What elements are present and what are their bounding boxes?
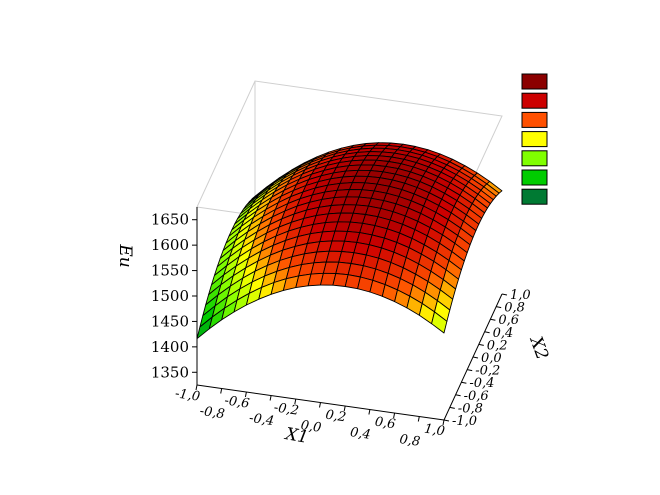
x1-tick-label: 0,0 — [300, 418, 323, 436]
x2-tick-label: 0,8 — [504, 301, 525, 316]
x2-tick-label: 0,2 — [487, 338, 508, 353]
z-axis-title: Eu — [115, 243, 135, 267]
x1-tick-mark — [442, 419, 445, 426]
z-tick-label: 1350 — [151, 363, 189, 381]
x2-tick-label: 0,4 — [493, 326, 514, 341]
x1-tick-mark — [269, 395, 272, 401]
x2-axis-title: X2 — [525, 332, 552, 362]
x2-tick-label: -1,0 — [452, 414, 477, 429]
x1-tick-label: -0,4 — [248, 411, 275, 429]
x1-tick-label: -0,8 — [199, 404, 226, 422]
x1-tick-mark — [343, 405, 346, 412]
legend-swatch — [521, 111, 548, 128]
x2-tick-mark — [478, 343, 484, 346]
x2-tick-mark — [455, 394, 461, 397]
x2-tick-mark — [484, 331, 490, 334]
x2-tick-mark — [467, 369, 473, 372]
x1-tick-mark — [294, 398, 297, 405]
legend-swatch — [521, 92, 548, 109]
x1-tick-mark — [220, 388, 223, 394]
x1-tick-label: -0,2 — [273, 400, 300, 418]
x2-tick-mark — [461, 381, 467, 384]
x2-tick-label: 0,6 — [498, 313, 519, 328]
x2-tick-label: 1,0 — [510, 288, 531, 303]
x1-tick-label: 0,6 — [374, 415, 397, 433]
z-tick-label: 1500 — [151, 287, 189, 305]
x1-tick-label: -0,6 — [223, 393, 250, 411]
surface-patch — [431, 311, 448, 334]
x2-tick-label: -0,8 — [458, 401, 483, 416]
x1-tick-label: 0,2 — [324, 408, 347, 426]
x1-tick-mark — [195, 384, 198, 391]
legend-swatch — [521, 131, 548, 148]
x1-tick-mark — [244, 391, 247, 398]
x1-tick-label: -1,0 — [174, 386, 201, 404]
x2-tick-mark — [443, 419, 450, 422]
x2-tick-mark — [496, 306, 502, 309]
surface-mesh — [196, 142, 503, 340]
x2-tick-mark — [490, 318, 496, 321]
x1-tick-mark — [368, 409, 371, 415]
x1-tick-mark — [393, 412, 396, 419]
axes: -1,0-0,8-0,6-0,4-0,20,00,20,40,60,81,01,… — [115, 207, 552, 450]
legend-swatch — [521, 73, 548, 90]
z-tick-label: 1400 — [151, 338, 189, 356]
z-tick-label: 1550 — [151, 262, 189, 280]
x2-tick-mark — [472, 356, 479, 359]
x2-tick-label: -0,6 — [464, 389, 489, 404]
x1-tick-label: 0,8 — [399, 432, 422, 450]
x1-tick-mark — [417, 416, 420, 422]
x2-tick-label: -0,2 — [475, 364, 500, 379]
legend-swatch — [521, 150, 548, 167]
x1-tick-label: 1,0 — [423, 422, 446, 440]
z-tick-label: 1600 — [151, 236, 189, 254]
legend — [521, 73, 548, 205]
x2-tick-label: -0,4 — [469, 376, 494, 391]
x2-tick-mark — [449, 406, 455, 409]
legend-swatch — [521, 169, 548, 186]
z-tick-label: 1650 — [151, 211, 189, 229]
x2-tick-mark — [501, 293, 508, 296]
x2-tick-label: 0,0 — [481, 351, 502, 366]
x1-tick-mark — [319, 402, 321, 408]
z-tick-label: 1450 — [151, 312, 189, 330]
x1-tick-label: 0,4 — [349, 425, 372, 443]
legend-swatch — [521, 188, 548, 205]
x1-axis-title: X1 — [282, 424, 310, 448]
